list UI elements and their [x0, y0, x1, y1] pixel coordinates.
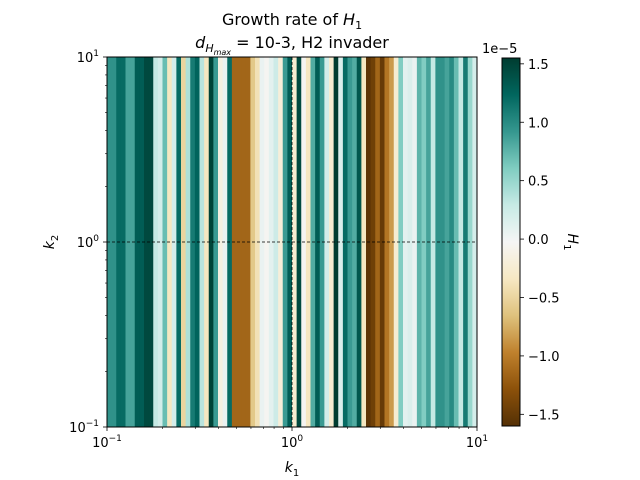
heatmap-column	[389, 57, 395, 427]
colorbar-tick-label: 1.0	[528, 116, 549, 131]
colorbar-tick-label: −0.5	[528, 291, 560, 306]
heatmap-column	[153, 57, 159, 427]
heatmap-column	[139, 57, 145, 427]
heatmap-column	[407, 57, 413, 427]
heatmap-column	[282, 57, 288, 427]
y-axis: 10−1 100 101	[69, 49, 107, 436]
colorbar-tick-label: −1.0	[528, 350, 560, 365]
heatmap-column	[338, 57, 344, 427]
heatmap-column	[268, 57, 275, 427]
colorbar	[501, 57, 521, 427]
heatmap-column	[208, 57, 214, 427]
heatmap-column	[264, 57, 270, 427]
heatmap-column	[273, 57, 279, 427]
colorbar-multiplier: 1e−5	[482, 42, 517, 57]
chart-title-line2: dHmax = 10-3, H2 invader	[195, 33, 389, 57]
heatmap-column	[148, 57, 154, 427]
chart-title-line1: Growth rate of H1	[222, 10, 362, 32]
y-tick-label: 10−1	[69, 419, 99, 436]
heatmap-column	[449, 57, 455, 427]
colorbar-tick-label: −1.5	[528, 408, 560, 423]
colorbar-label: H1	[561, 234, 580, 251]
heatmap-column	[342, 57, 349, 427]
heatmap-column	[213, 57, 219, 427]
heatmap-column	[398, 57, 404, 427]
heatmap-column	[329, 57, 335, 427]
heatmap-column	[403, 57, 409, 427]
x-tick-label: 100	[281, 434, 304, 451]
x-tick-label: 101	[466, 434, 488, 451]
colorbar-tick-label: 0.0	[528, 233, 549, 248]
heatmap-column	[204, 57, 210, 427]
heatmap-column	[222, 57, 228, 427]
x-axis-label: k1	[285, 460, 299, 479]
heatmap-column	[467, 57, 473, 427]
y-axis-label: k2	[42, 235, 61, 249]
heatmap-column	[162, 57, 168, 427]
colorbar-tick-label: 0.5	[528, 175, 549, 190]
heatmap-column	[144, 57, 150, 427]
x-tick-label: 10−1	[92, 434, 122, 451]
colorbar-tick-label: 1.5	[528, 58, 549, 73]
heatmap-column	[333, 57, 339, 427]
heatmap-column	[463, 57, 469, 427]
colorbar-ticks: −1.5 −1.0 −0.5 0.0 0.5 1.0 1.5	[520, 58, 560, 423]
heatmap-column	[347, 57, 353, 427]
heatmap-column	[324, 57, 330, 427]
heatmap-column	[453, 57, 460, 427]
x-axis: 10−1 100 101	[92, 427, 488, 451]
heatmap-column	[393, 57, 399, 427]
heatmap-column	[157, 57, 164, 427]
heatmap-column	[458, 57, 464, 427]
heatmap-column	[218, 57, 224, 427]
y-tick-label: 100	[77, 234, 100, 251]
heatmap-column	[278, 57, 284, 427]
y-tick-label: 101	[77, 49, 99, 66]
